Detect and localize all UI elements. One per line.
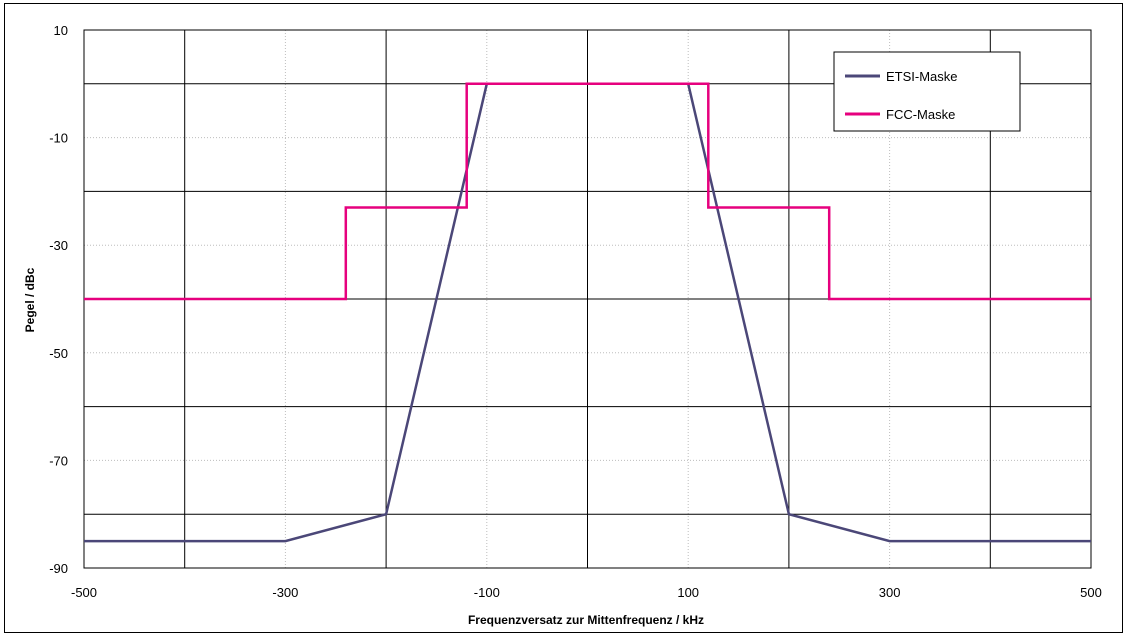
- tick-labels: -500 -300 -100 100 300 500 10 -10 -30 -50 -70 -90: [49, 23, 1102, 600]
- y-tick-label: -90: [49, 561, 68, 576]
- x-tick-label: -500: [71, 585, 97, 600]
- series-layer: [84, 82, 1091, 543]
- x-tick-label: 100: [677, 585, 699, 600]
- legend-box: [833, 51, 1021, 132]
- x-tick-label: 500: [1080, 585, 1102, 600]
- y-tick-label: -50: [49, 346, 68, 361]
- x-axis-title: Frequenzversatz zur Mittenfrequenz / kHz: [468, 613, 704, 627]
- y-tick-label: -30: [49, 238, 68, 253]
- x-tick-label: -100: [474, 585, 500, 600]
- y-tick-label: -10: [49, 131, 68, 146]
- x-tick-label: 300: [879, 585, 901, 600]
- legend-label-fcc: FCC-Maske: [886, 107, 955, 122]
- legend-label-etsi: ETSI-Maske: [886, 69, 958, 84]
- y-axis-title: Pegel / dBc: [23, 267, 37, 332]
- y-tick-label: -70: [49, 453, 68, 468]
- y-tick-label: 10: [54, 23, 68, 38]
- x-tick-label: -300: [272, 585, 298, 600]
- legend: ETSI-Maske FCC-Maske: [833, 51, 1021, 132]
- series-line-fcc: [84, 82, 1091, 301]
